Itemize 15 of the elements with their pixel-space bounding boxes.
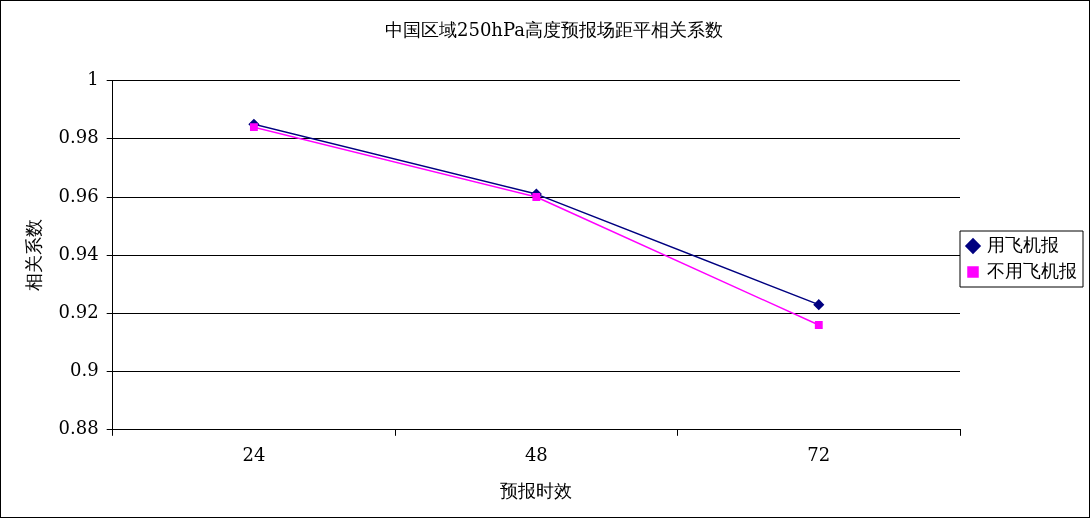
y-tick-label: 0.9 xyxy=(70,359,99,381)
y-tick-label: 0.88 xyxy=(58,417,99,439)
x-tick-label: 72 xyxy=(807,444,831,466)
x-tick-label: 48 xyxy=(524,444,548,466)
legend-label: 用飞机报 xyxy=(987,233,1059,255)
chart-title: 中国区域250hPa高度预报场距平相关系数 xyxy=(385,19,723,41)
y-axis-title: 相关系数 xyxy=(23,219,45,292)
x-axis-title: 预报时效 xyxy=(500,479,573,501)
legend-label: 不用飞机报 xyxy=(987,259,1077,281)
y-tick-label: 0.96 xyxy=(58,184,99,206)
y-tick-label: 1 xyxy=(87,68,99,90)
y-tick-label: 0.92 xyxy=(58,301,99,323)
y-tick-label: 0.94 xyxy=(58,242,99,264)
x-tick-label: 24 xyxy=(242,444,266,466)
y-tick-label: 0.98 xyxy=(58,126,99,148)
